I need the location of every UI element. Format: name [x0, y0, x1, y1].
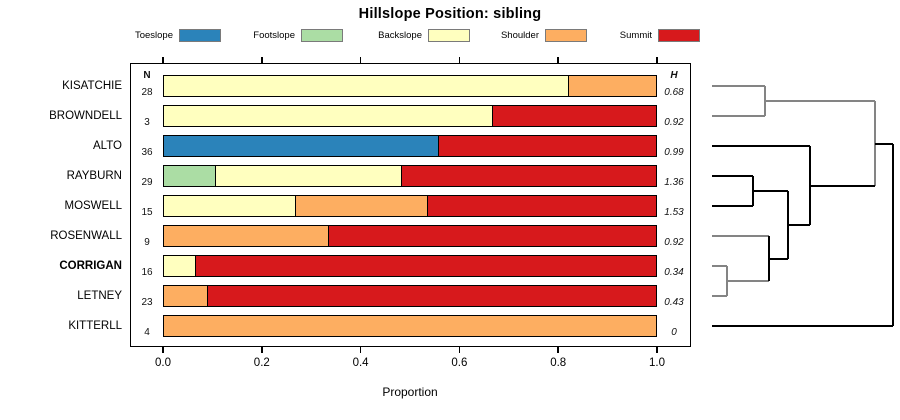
- row-label-alto: ALTO: [93, 139, 122, 152]
- row-label-moswell: MOSWELL: [64, 199, 122, 212]
- n-value: 3: [144, 117, 150, 128]
- stacked-bar-letney: [163, 285, 657, 307]
- bar-segment-shoulder: [295, 196, 427, 216]
- bar-segment-toeslope: [164, 136, 438, 156]
- x-tick-bottom: [162, 347, 164, 353]
- stacked-bar-kisatchie: [163, 75, 657, 97]
- bar-segment-shoulder: [164, 286, 207, 306]
- n-column-header: N: [143, 70, 151, 81]
- bar-segment-shoulder: [567, 76, 656, 96]
- x-tick-top: [656, 57, 658, 63]
- bar-segment-summit: [401, 166, 656, 186]
- n-value: 4: [144, 327, 150, 338]
- bar-segment-summit: [206, 286, 656, 306]
- x-axis-label: Proportion: [382, 385, 438, 399]
- h-value: 0.43: [664, 297, 684, 308]
- legend-item-backslope: Backslope: [378, 28, 470, 43]
- n-value: 23: [141, 297, 153, 308]
- bar-segment-footslope: [164, 166, 215, 186]
- n-value: 36: [141, 147, 153, 158]
- x-tick-top: [162, 57, 164, 63]
- bar-segment-shoulder: [164, 226, 328, 246]
- legend-label: Shoulder: [500, 30, 539, 41]
- h-value: 0.99: [664, 147, 684, 158]
- x-tick-top: [557, 57, 559, 63]
- stacked-bar-rosenwall: [163, 225, 657, 247]
- legend-item-footslope: Footslope: [253, 28, 343, 43]
- legend-label: Summit: [619, 30, 652, 41]
- stacked-bar-browndell: [163, 105, 657, 127]
- row-label-rayburn: RAYBURN: [66, 169, 122, 182]
- stacked-bar-alto: [163, 135, 657, 157]
- stacked-bar-moswell: [163, 195, 657, 217]
- x-tick-top: [359, 57, 362, 63]
- n-value: 9: [144, 237, 150, 248]
- legend-swatch-summit: [658, 29, 700, 42]
- bar-segment-summit: [492, 106, 656, 126]
- legend-swatch-backslope: [428, 29, 470, 42]
- h-value: 1.36: [664, 177, 684, 188]
- legend-swatch-footslope: [301, 29, 343, 42]
- h-value: 0.92: [664, 237, 684, 248]
- row-label-corrigan: CORRIGAN: [59, 259, 122, 272]
- legend-item-summit: Summit: [620, 28, 700, 43]
- bar-segment-backslope: [164, 106, 493, 126]
- n-value: 16: [141, 267, 153, 278]
- chart-title: Hillslope Position: sibling: [358, 6, 542, 22]
- bar-segment-shoulder: [164, 316, 656, 336]
- bar-segment-summit: [327, 226, 656, 246]
- legend-swatch-shoulder: [545, 29, 587, 42]
- legend-label: Footslope: [253, 30, 295, 41]
- stacked-bar-kitterll: [163, 315, 657, 337]
- x-tick-label: 0.4: [352, 357, 369, 369]
- x-tick-top: [261, 57, 263, 63]
- legend-item-toeslope: Toeslope: [135, 28, 221, 43]
- bar-segment-backslope: [164, 256, 195, 276]
- n-value: 15: [141, 207, 153, 218]
- x-tick-bottom: [458, 347, 461, 353]
- legend-item-shoulder: Shoulder: [501, 28, 587, 43]
- x-tick-bottom: [261, 347, 263, 353]
- stacked-bar-rayburn: [163, 165, 657, 187]
- bar-segment-backslope: [164, 196, 296, 216]
- legend-label: Backslope: [378, 30, 422, 41]
- x-tick-top: [458, 57, 461, 63]
- h-value: 0.34: [664, 267, 684, 278]
- bar-segment-summit: [426, 196, 656, 216]
- x-tick-label: 1.0: [649, 357, 665, 369]
- row-label-kitterll: KITTERLL: [68, 319, 122, 332]
- n-value: 28: [141, 87, 153, 98]
- h-value: 0.68: [664, 87, 684, 98]
- h-value: 1.53: [664, 207, 684, 218]
- legend-label: Toeslope: [134, 30, 173, 41]
- h-value: 0: [671, 327, 677, 338]
- stacked-bar-corrigan: [163, 255, 657, 277]
- h-value: 0.92: [664, 117, 684, 128]
- x-tick-label: 0.8: [550, 357, 567, 369]
- row-label-browndell: BROWNDELL: [49, 109, 122, 122]
- row-label-kisatchie: KISATCHIE: [62, 79, 122, 92]
- x-tick-bottom: [557, 347, 559, 353]
- x-tick-bottom: [656, 347, 658, 353]
- x-tick-label: 0.2: [253, 357, 270, 369]
- bar-segment-backslope: [164, 76, 568, 96]
- row-label-letney: LETNEY: [77, 289, 122, 302]
- x-tick-label: 0.0: [155, 357, 171, 369]
- h-column-header: H: [670, 70, 678, 81]
- legend-swatch-toeslope: [179, 29, 221, 42]
- bar-segment-backslope: [214, 166, 402, 186]
- bar-segment-summit: [194, 256, 656, 276]
- n-value: 29: [141, 177, 153, 188]
- x-tick-label: 0.6: [451, 357, 468, 369]
- bar-segment-summit: [437, 136, 656, 156]
- row-label-rosenwall: ROSENWALL: [50, 229, 122, 242]
- x-tick-bottom: [359, 347, 362, 353]
